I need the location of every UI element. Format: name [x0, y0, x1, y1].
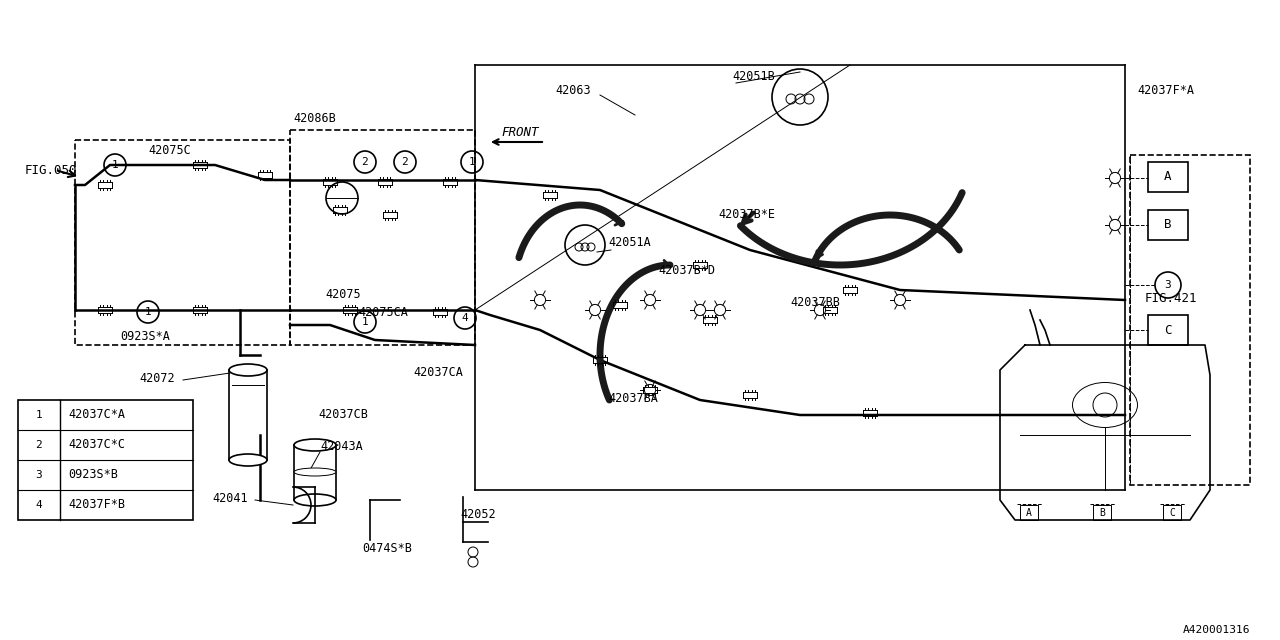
Text: B: B	[1100, 508, 1105, 518]
Text: 2: 2	[36, 440, 42, 450]
Text: 42051B: 42051B	[732, 70, 774, 83]
Bar	[1164, 505, 1181, 520]
Text: 1: 1	[36, 410, 42, 420]
Ellipse shape	[294, 439, 335, 451]
Text: 42037B*E: 42037B*E	[718, 209, 774, 221]
Text: B: B	[1165, 218, 1171, 232]
Text: 2: 2	[402, 157, 408, 167]
Text: 4: 4	[462, 313, 468, 323]
Text: 42075C: 42075C	[148, 143, 191, 157]
Bar	[1148, 210, 1188, 240]
Text: 42037C*C: 42037C*C	[68, 438, 125, 451]
Text: 0474S*B: 0474S*B	[362, 541, 412, 554]
Bar	[1020, 505, 1038, 520]
Text: 0923S*A: 0923S*A	[120, 330, 170, 344]
Bar	[18, 400, 193, 520]
Text: 42037B*D: 42037B*D	[658, 264, 716, 276]
Text: 42075CA: 42075CA	[358, 307, 408, 319]
Text: 42037F*B: 42037F*B	[68, 499, 125, 511]
Text: 42037CB: 42037CB	[317, 408, 367, 420]
Text: 3: 3	[1165, 280, 1171, 290]
Text: 42037F*A: 42037F*A	[1137, 83, 1194, 97]
Text: 1: 1	[468, 157, 475, 167]
Text: 42075: 42075	[325, 289, 361, 301]
Text: 42043A: 42043A	[320, 440, 362, 454]
Text: 42037C*A: 42037C*A	[68, 408, 125, 422]
Text: 42041: 42041	[212, 492, 248, 504]
Text: A420001316: A420001316	[1183, 625, 1251, 635]
Ellipse shape	[294, 468, 335, 476]
Text: FIG.421: FIG.421	[1146, 291, 1198, 305]
Ellipse shape	[229, 364, 268, 376]
Bar	[76, 140, 291, 345]
Text: C: C	[1165, 323, 1171, 337]
Text: FRONT: FRONT	[502, 127, 539, 140]
Text: 1: 1	[111, 160, 118, 170]
Text: 2: 2	[362, 157, 369, 167]
Text: 42086B: 42086B	[293, 111, 335, 125]
Bar	[1148, 162, 1188, 192]
Text: 3: 3	[36, 470, 42, 480]
Bar	[1148, 315, 1188, 345]
Bar	[1130, 155, 1251, 485]
Text: 42051A: 42051A	[608, 237, 650, 250]
Text: C: C	[1169, 508, 1175, 518]
Bar	[1093, 505, 1111, 520]
Text: 42072: 42072	[140, 371, 175, 385]
Text: A: A	[1165, 170, 1171, 184]
Text: A: A	[1027, 508, 1032, 518]
Ellipse shape	[229, 454, 268, 466]
Text: 1: 1	[145, 307, 151, 317]
Text: 0923S*B: 0923S*B	[68, 468, 118, 481]
Text: 42037BA: 42037BA	[608, 392, 658, 404]
Text: 42063: 42063	[556, 83, 590, 97]
Text: 1: 1	[362, 317, 369, 327]
Text: 4: 4	[36, 500, 42, 510]
Text: FIG.050: FIG.050	[26, 163, 78, 177]
Text: 42052: 42052	[460, 509, 495, 522]
Bar	[291, 130, 475, 345]
Text: 42037BB: 42037BB	[790, 296, 840, 308]
Ellipse shape	[294, 494, 335, 506]
Text: 42037CA: 42037CA	[413, 367, 463, 380]
